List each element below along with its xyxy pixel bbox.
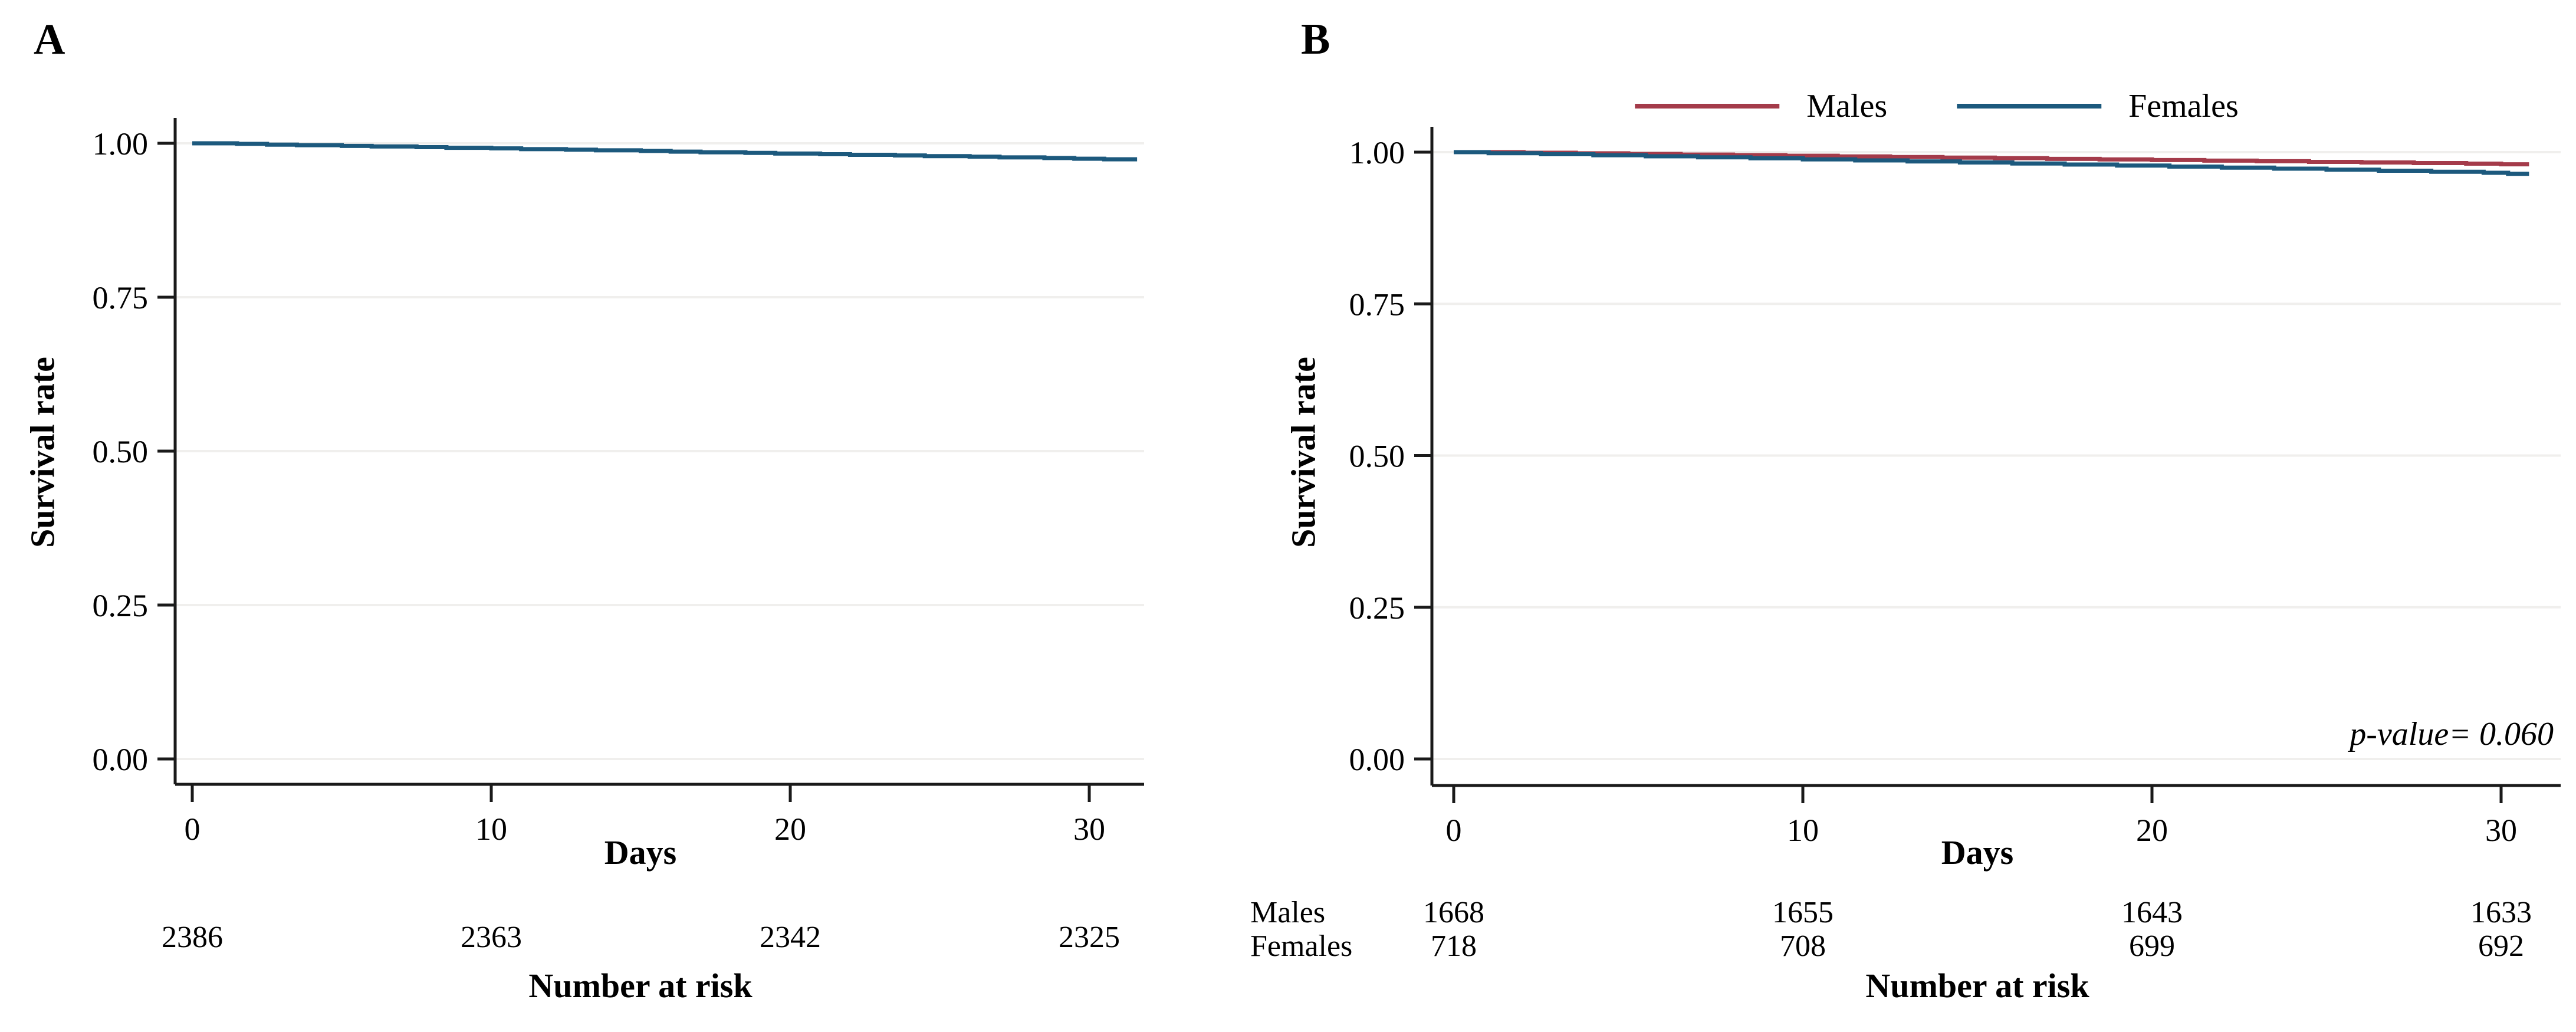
legend: Males Females: [1635, 90, 2239, 123]
x-tick-label: 20: [774, 811, 806, 847]
y-tick-label: 0.75: [1349, 287, 1405, 322]
risk-count: 718: [1431, 929, 1477, 963]
risk-table-a: 2386 2363 2342 2325: [162, 921, 1120, 954]
risk-count: 1633: [2470, 896, 2532, 929]
survival-curve: [192, 141, 1138, 162]
survival-curve-females: [1454, 150, 2529, 176]
panel-b-letter: B: [1301, 15, 1330, 64]
risk-count: 708: [1780, 929, 1826, 963]
risk-table-title: Number at risk: [528, 967, 753, 1005]
legend-line-males: [1635, 104, 1780, 109]
x-tick-label: 30: [2485, 813, 2517, 848]
y-tick-label: 1.00: [1349, 135, 1405, 170]
x-tick-label: 30: [1073, 811, 1105, 847]
y-tick-label: 0.50: [93, 434, 149, 469]
risk-count: 1643: [2121, 896, 2183, 929]
risk-count: 2386: [162, 921, 223, 954]
y-tick-label: 1.00: [93, 126, 149, 162]
y-tick-label: 0.25: [1349, 590, 1405, 626]
risk-count: 699: [2129, 929, 2175, 963]
panel-b: B Males Females Survival rate 1.00 0.75 0.…: [1250, 0, 2576, 1032]
y-tick-label: 0.75: [93, 280, 149, 315]
survival-plot-b: 1.00 0.75 0.50 0.25 0.00 0 10 20 30: [1349, 127, 2561, 848]
x-tick-label: 10: [475, 811, 507, 847]
legend-item-males: Males: [1635, 90, 1887, 123]
x-tick-label: 0: [185, 811, 201, 847]
panel-a: A Survival rate 1.00 0.75 0.50 0.25 0.00 0 10 2…: [24, 15, 1144, 1005]
risk-count: 2363: [461, 921, 522, 954]
risk-row-label: Females: [1250, 929, 1353, 963]
legend-label-females: Females: [2128, 88, 2239, 124]
y-tick-label: 0.25: [93, 588, 149, 623]
risk-count: 2325: [1059, 921, 1120, 954]
x-axis-title: Days: [604, 833, 677, 872]
risk-table-title: Number at risk: [1865, 967, 2089, 1005]
x-axis-title: Days: [1941, 833, 2014, 872]
survival-plot-a: 1.00 0.75 0.50 0.25 0.00 0 10 20 30: [93, 118, 1144, 847]
y-tick-label: 0.00: [93, 742, 149, 777]
legend-label-males: Males: [1806, 88, 1888, 124]
p-value-annotation: p-value= 0.060: [2350, 716, 2554, 752]
panel-a-letter: A: [34, 15, 65, 64]
risk-count: 1655: [1772, 896, 1834, 929]
x-tick-label: 0: [1446, 813, 1462, 848]
x-tick-label: 10: [1787, 813, 1819, 848]
risk-count: 2342: [760, 921, 821, 954]
survival-curve-males: [1454, 150, 2529, 167]
x-tick-label: 20: [2136, 813, 2168, 848]
risk-count: 692: [2478, 929, 2524, 963]
legend-line-females: [1957, 104, 2102, 109]
y-tick-label: 0.00: [1349, 742, 1405, 777]
risk-count: 1668: [1423, 896, 1484, 929]
legend-item-females: Females: [1957, 90, 2239, 123]
risk-table-b: Males 1668 1655 1643 1633 Females 718 708 699 692: [1250, 0, 2576, 1032]
y-tick-label: 0.50: [1349, 439, 1405, 474]
risk-row-label: Males: [1250, 896, 1326, 929]
